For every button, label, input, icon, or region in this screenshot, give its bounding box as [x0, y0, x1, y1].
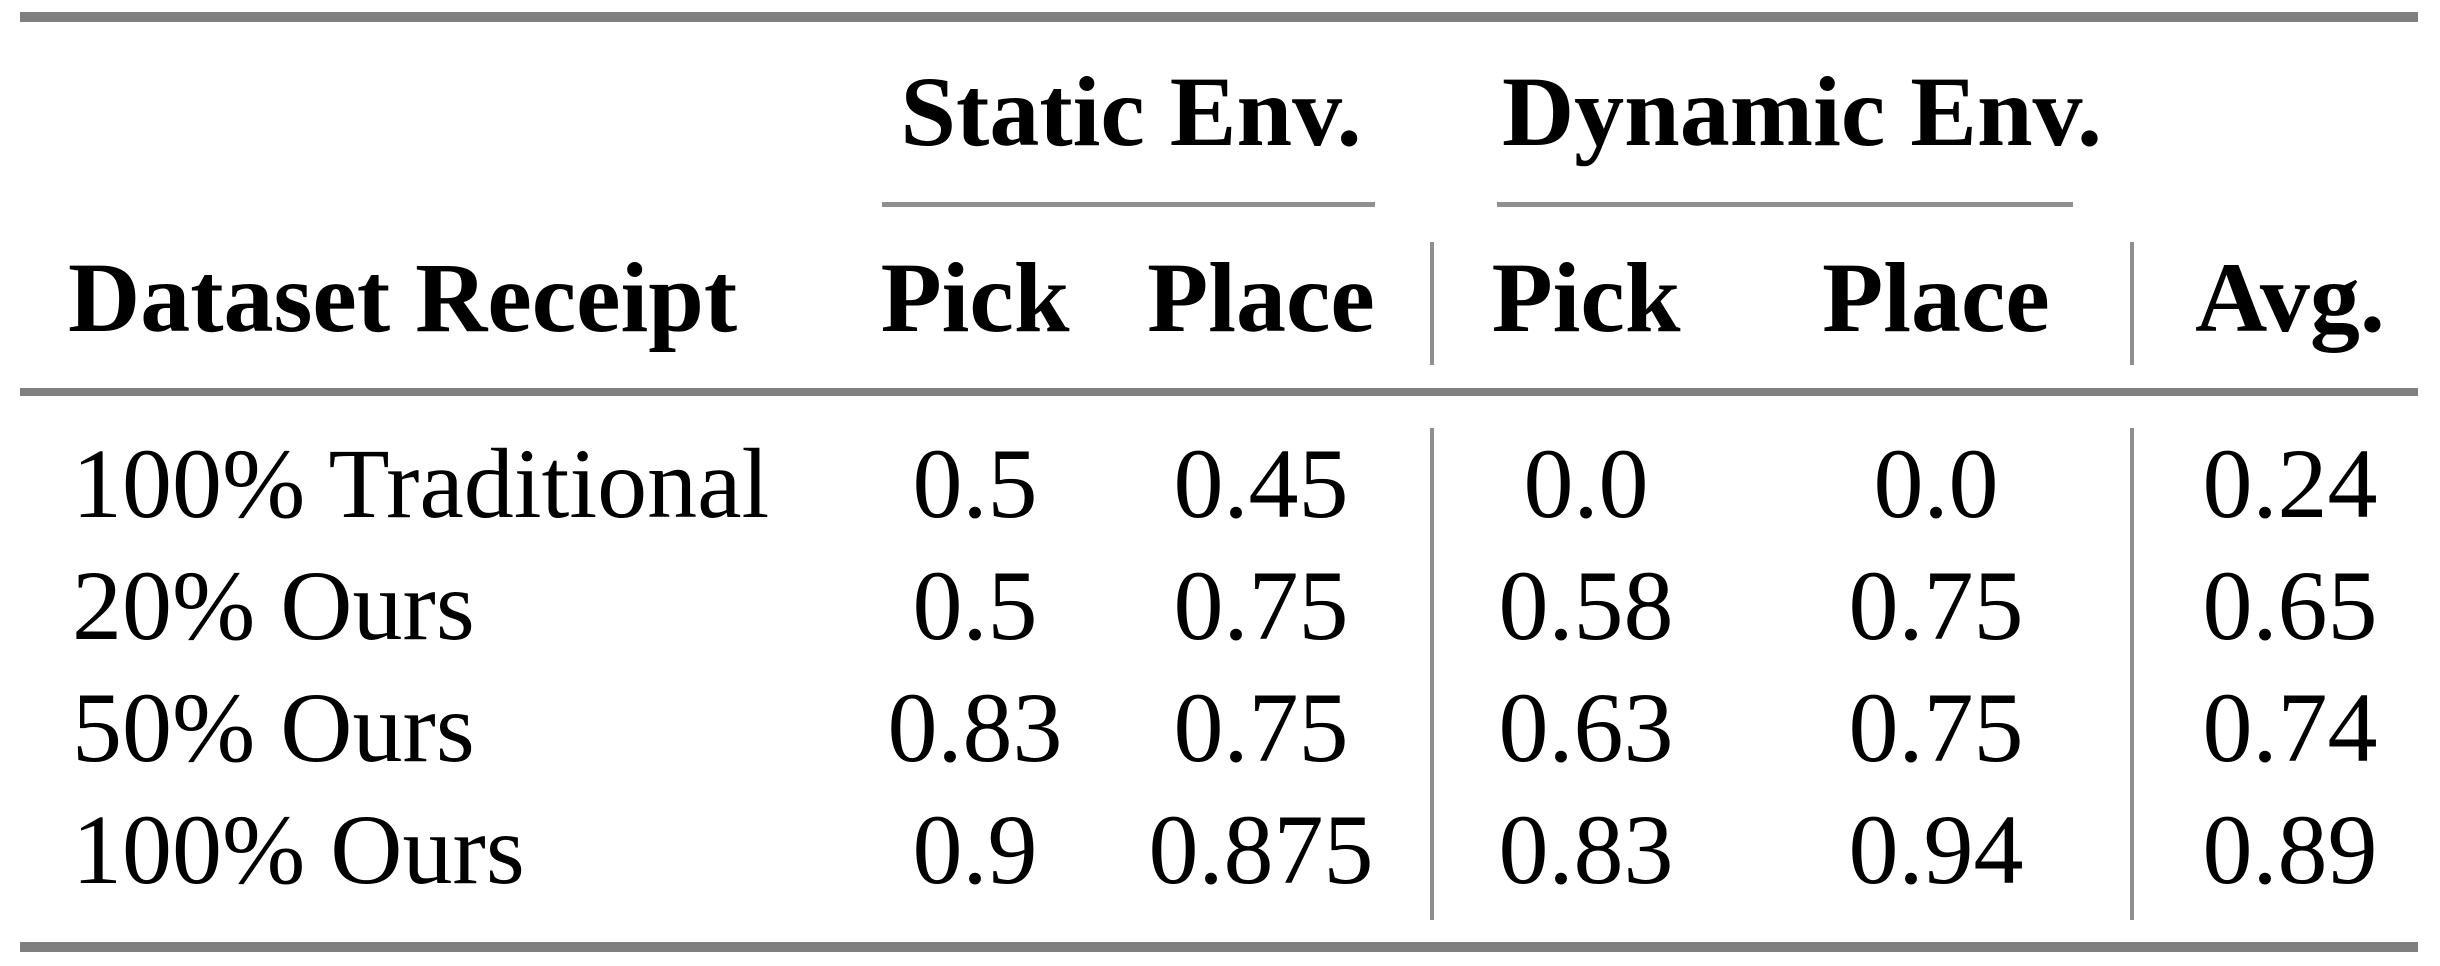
group-header-empty-avg — [2132, 22, 2418, 202]
column-header-dataset-receipt: Dataset Receipt — [68, 242, 738, 353]
row-label: 100% Traditional — [72, 428, 770, 539]
dynamic-env-underline — [1497, 202, 2073, 207]
results-table: Static Env. Dynamic Env. Dataset Receipt… — [20, 12, 2418, 952]
cell-dynamic-pick: 0.63 — [1498, 672, 1674, 783]
group-header-dynamic-env: Dynamic Env. — [1501, 56, 2103, 167]
cell-static-pick: 0.83 — [887, 672, 1063, 783]
cell-static-place: 0.875 — [1148, 794, 1374, 905]
table-row-20pct-ours: 20% Ours 0.5 0.75 0.58 0.75 0.65 — [20, 545, 2418, 667]
static-env-underline — [882, 202, 1375, 207]
row-label: 100% Ours — [72, 794, 525, 905]
column-header-avg: Avg. — [2195, 242, 2385, 353]
group-header-empty-label — [20, 22, 860, 202]
cell-static-place: 0.75 — [1173, 672, 1349, 783]
separator-avg-header — [2130, 242, 2134, 365]
table-row-100pct-ours: 100% Ours 0.9 0.875 0.83 0.94 0.89 — [20, 789, 2418, 911]
column-header-static-pick: Pick — [880, 242, 1070, 353]
separator-static-dynamic-header — [1430, 242, 1434, 365]
cell-avg: 0.24 — [2202, 428, 2378, 539]
separator-avg-body — [2130, 428, 2134, 920]
cell-dynamic-place: 0.0 — [1873, 428, 1999, 539]
row-label: 20% Ours — [72, 550, 475, 661]
cell-static-place: 0.45 — [1173, 428, 1349, 539]
column-header-row: Dataset Receipt Pick Place Pick Place Av… — [20, 207, 2418, 388]
table-row-50pct-ours: 50% Ours 0.83 0.75 0.63 0.75 0.74 — [20, 667, 2418, 789]
table-bottom-rule — [20, 942, 2418, 952]
cell-dynamic-pick: 0.58 — [1498, 550, 1674, 661]
table-body: 100% Traditional 0.5 0.45 0.0 0.0 0.24 2… — [20, 396, 2418, 942]
cell-static-pick: 0.5 — [912, 550, 1038, 661]
column-group-header-row: Static Env. Dynamic Env. — [20, 22, 2418, 202]
column-header-static-place: Place — [1147, 242, 1375, 353]
cell-static-pick: 0.5 — [912, 428, 1038, 539]
cell-dynamic-place: 0.75 — [1848, 672, 2024, 783]
column-header-dynamic-pick: Pick — [1491, 242, 1681, 353]
cell-dynamic-place: 0.94 — [1848, 794, 2024, 905]
cell-avg: 0.65 — [2202, 550, 2378, 661]
cell-dynamic-pick: 0.83 — [1498, 794, 1674, 905]
cell-dynamic-place: 0.75 — [1848, 550, 2024, 661]
group-underline-strip — [20, 202, 2418, 207]
table-mid-rule — [20, 388, 2418, 396]
row-label: 50% Ours — [72, 672, 475, 783]
group-header-static-env: Static Env. — [900, 56, 1362, 167]
column-header-dynamic-place: Place — [1822, 242, 2050, 353]
separator-static-dynamic-body — [1430, 428, 1434, 920]
cell-static-pick: 0.9 — [912, 794, 1038, 905]
cell-avg: 0.89 — [2202, 794, 2378, 905]
table-top-rule — [20, 12, 2418, 22]
cell-static-place: 0.75 — [1173, 550, 1349, 661]
cell-dynamic-pick: 0.0 — [1523, 428, 1649, 539]
table-row-100pct-traditional: 100% Traditional 0.5 0.45 0.0 0.0 0.24 — [20, 423, 2418, 545]
cell-avg: 0.74 — [2202, 672, 2378, 783]
